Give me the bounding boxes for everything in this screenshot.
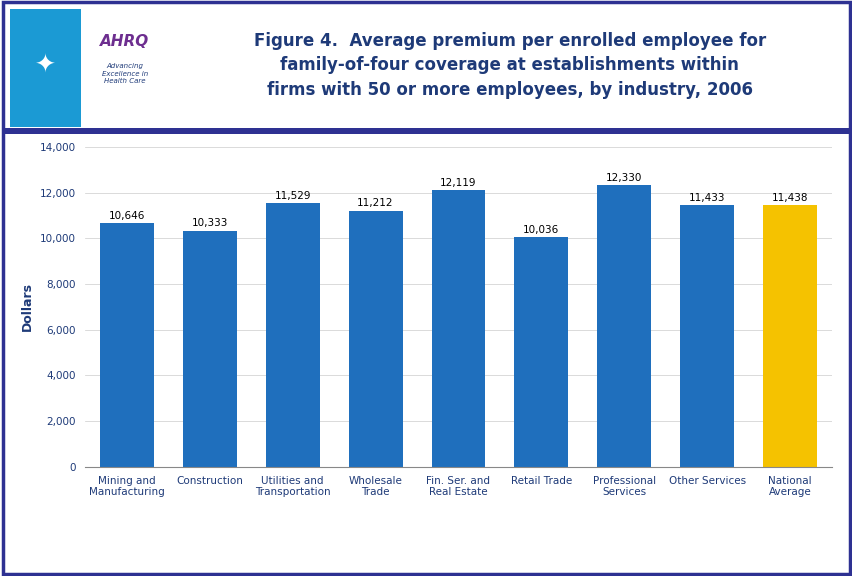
Y-axis label: Dollars: Dollars: [20, 282, 34, 331]
Text: AHRQ: AHRQ: [100, 34, 149, 49]
Text: Source: Center for Financing, Access, and Cost Trends, AHRQ, Insurance Component: Source: Center for Financing, Access, an…: [20, 536, 705, 547]
Bar: [100, 223, 153, 467]
Bar: [763, 206, 816, 467]
Text: 11,438: 11,438: [771, 193, 808, 203]
Bar: [680, 206, 734, 467]
Bar: [431, 190, 485, 467]
Bar: [514, 237, 567, 467]
Text: 11,433: 11,433: [688, 193, 725, 203]
Bar: [81, 9, 168, 127]
Text: Advancing
Excellence in
Health Care: Advancing Excellence in Health Care: [101, 63, 147, 84]
Bar: [182, 230, 236, 467]
Text: Figure 4.  Average premium per enrolled employee for
family-of-four coverage at : Figure 4. Average premium per enrolled e…: [253, 32, 765, 98]
Text: 12,119: 12,119: [440, 177, 476, 188]
Bar: [596, 185, 651, 467]
Text: 10,036: 10,036: [522, 225, 559, 235]
Text: 10,646: 10,646: [108, 211, 145, 221]
Text: 11,212: 11,212: [357, 198, 394, 209]
Bar: [10, 9, 81, 127]
Bar: [348, 211, 402, 467]
Text: 10,333: 10,333: [192, 218, 227, 228]
Text: 11,529: 11,529: [274, 191, 310, 201]
Text: 12,330: 12,330: [606, 173, 642, 183]
Text: ✦: ✦: [35, 54, 56, 77]
Bar: [265, 203, 320, 467]
